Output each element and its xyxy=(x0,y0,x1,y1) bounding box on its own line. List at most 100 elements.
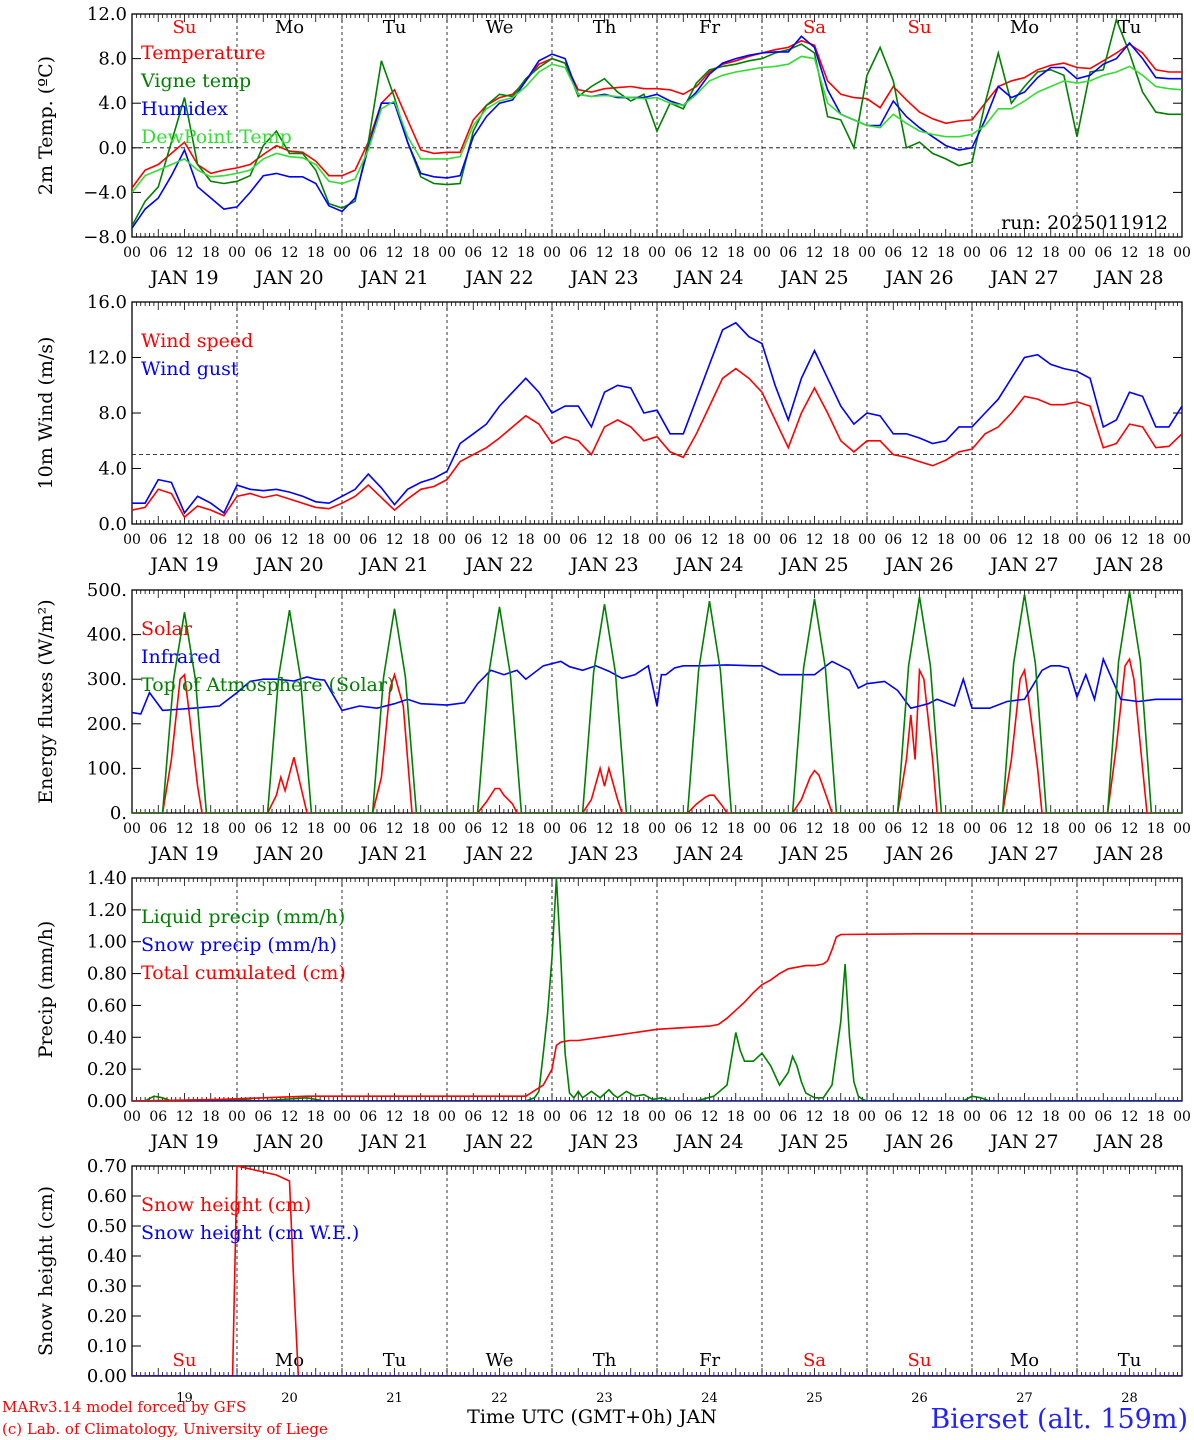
y-tick-label: 0.60 xyxy=(87,995,127,1016)
x-day-label: JAN 21 xyxy=(358,1131,428,1153)
x-hour-label: 06 xyxy=(149,1109,167,1125)
x-hour-label: 12 xyxy=(386,1109,404,1125)
x-hour-label: 12 xyxy=(806,1109,824,1125)
x-hour-label: 18 xyxy=(727,821,745,837)
x-hour-label: 12 xyxy=(911,1109,929,1125)
y-tick-label: 16.0 xyxy=(87,292,127,313)
x-hour-label: 00 xyxy=(1173,245,1191,261)
x-hour-label: 18 xyxy=(937,1109,955,1125)
x-hour-label: 06 xyxy=(674,532,692,548)
x-hour-label: 06 xyxy=(989,821,1007,837)
x-hour-label: 06 xyxy=(149,821,167,837)
x-day-label: JAN 26 xyxy=(883,1131,953,1153)
x-hour-label: 18 xyxy=(832,821,850,837)
x-hour-label: 18 xyxy=(412,532,430,548)
x-hour-label: 06 xyxy=(149,245,167,261)
x-hour-label: 00 xyxy=(228,821,246,837)
x-day-label: JAN 25 xyxy=(778,843,848,865)
y-tick-label: 0.60 xyxy=(87,1186,127,1207)
x-day-label: JAN 20 xyxy=(253,554,323,576)
x-hour-label: 12 xyxy=(596,1109,614,1125)
x-hour-label: 12 xyxy=(701,245,719,261)
x-hour-label: 18 xyxy=(1147,532,1165,548)
x-hour-label: 18 xyxy=(937,532,955,548)
y-tick-label: 500. xyxy=(87,580,127,601)
legend-entry: Total cumulated (cm) xyxy=(141,962,346,984)
x-hour-label: 06 xyxy=(359,821,377,837)
x-hour-label: 18 xyxy=(412,1109,430,1125)
weekday-label: Su xyxy=(908,1350,932,1371)
x-hour-label: 18 xyxy=(622,245,640,261)
x-hour-label: 18 xyxy=(832,1109,850,1125)
x-hour-label: 12 xyxy=(1016,1109,1034,1125)
x-hour-label: 06 xyxy=(1094,532,1112,548)
y-tick-label: 0.70 xyxy=(87,1156,127,1177)
x-hour-label: 18 xyxy=(622,821,640,837)
x-day-label: JAN 24 xyxy=(673,843,743,865)
x-hour-label: 18 xyxy=(727,245,745,261)
y-tick-label: 12.0 xyxy=(87,4,127,25)
x-day-label: JAN 25 xyxy=(778,1131,848,1153)
weekday-label: Su xyxy=(173,17,197,38)
x-day-number: 26 xyxy=(911,1391,928,1406)
weekday-label: Tu xyxy=(383,1350,407,1371)
x-hour-label: 12 xyxy=(1121,1109,1139,1125)
x-day-label: JAN 27 xyxy=(988,843,1058,865)
y-tick-label: 0.80 xyxy=(87,964,127,985)
x-hour-label: 18 xyxy=(622,1109,640,1125)
weekday-label: We xyxy=(486,1350,514,1371)
x-hour-label: 12 xyxy=(1121,532,1139,548)
x-day-label: JAN 22 xyxy=(463,1131,533,1153)
weekday-label: Mo xyxy=(1010,1350,1039,1371)
x-hour-label: 18 xyxy=(517,1109,535,1125)
x-hour-label: 00 xyxy=(753,821,771,837)
chart-panel-4: 0.00 0.20 0.40 0.60 0.80 1.00 1.20 1.40 Precip (… xyxy=(35,868,1191,1153)
series-line-wind-speed xyxy=(132,367,1182,519)
y-tick-label: 0.30 xyxy=(87,1276,127,1297)
weekday-label: Fr xyxy=(699,17,720,38)
series-line-wind-gust xyxy=(132,321,1182,515)
x-hour-label: 18 xyxy=(937,821,955,837)
x-hour-label: 06 xyxy=(464,1109,482,1125)
legend-entry: Wind gust xyxy=(141,358,239,380)
x-day-number: 28 xyxy=(1121,1391,1138,1406)
x-hour-label: 00 xyxy=(123,821,141,837)
x-day-label: JAN 21 xyxy=(358,843,428,865)
x-hour-label: 12 xyxy=(281,532,299,548)
legend-entry: Humidex xyxy=(141,98,228,120)
y-tick-label: −4.0 xyxy=(83,182,127,203)
x-day-number: 20 xyxy=(281,1391,298,1406)
y-tick-label: 1.40 xyxy=(87,868,127,889)
x-hour-label: 12 xyxy=(911,532,929,548)
y-tick-label: 0.20 xyxy=(87,1306,127,1327)
y-tick-label: 0.50 xyxy=(87,1216,127,1237)
y-tick-label: 300. xyxy=(87,669,127,690)
x-hour-label: 06 xyxy=(884,245,902,261)
x-hour-label: 12 xyxy=(491,821,509,837)
chart-panel-2: 0.0 4.0 8.0 12.0 16.0 10m Wind (m/s) 00 06 12 18 0… xyxy=(35,292,1191,576)
x-hour-label: 12 xyxy=(701,821,719,837)
x-hour-label: 00 xyxy=(1068,245,1086,261)
x-hour-label: 06 xyxy=(569,1109,587,1125)
x-hour-label: 12 xyxy=(806,821,824,837)
x-hour-label: 18 xyxy=(1147,1109,1165,1125)
x-hour-label: 18 xyxy=(307,245,325,261)
x-day-label: JAN 26 xyxy=(883,843,953,865)
x-hour-label: 06 xyxy=(884,1109,902,1125)
x-hour-label: 12 xyxy=(596,245,614,261)
x-hour-label: 00 xyxy=(648,532,666,548)
weekday-label: Fr xyxy=(699,1350,720,1371)
x-day-label: JAN 27 xyxy=(988,554,1058,576)
x-hour-label: 18 xyxy=(517,821,535,837)
x-day-label: JAN 28 xyxy=(1093,843,1163,865)
x-hour-label: 12 xyxy=(911,821,929,837)
legend-entry: Snow precip (mm/h) xyxy=(141,934,337,956)
x-hour-label: 06 xyxy=(254,1109,272,1125)
x-hour-label: 00 xyxy=(543,821,561,837)
x-hour-label: 18 xyxy=(727,532,745,548)
weekday-label: Tu xyxy=(1118,17,1142,38)
x-hour-label: 06 xyxy=(1094,821,1112,837)
legend-entry: Liquid precip (mm/h) xyxy=(141,906,345,928)
x-hour-label: 00 xyxy=(753,245,771,261)
